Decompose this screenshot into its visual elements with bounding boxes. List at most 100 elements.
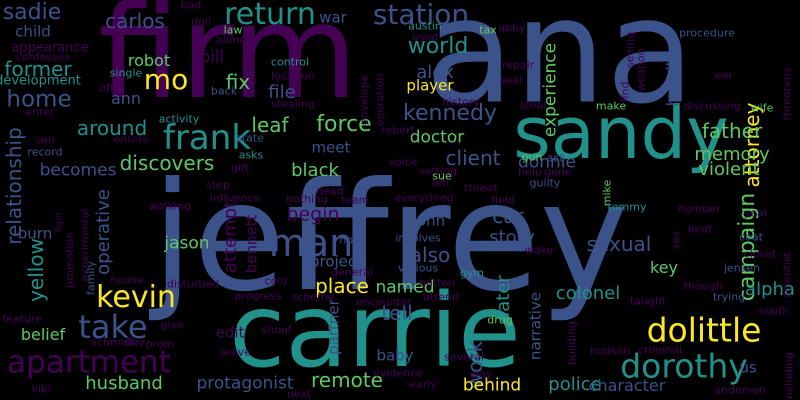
cloud-word-operation: operation	[373, 73, 387, 127]
cloud-word-firm: firm	[98, 0, 358, 128]
cloud-word-make: make	[595, 99, 627, 113]
cloud-word-apartment: apartment	[7, 344, 171, 381]
cloud-word-sue: sue	[432, 169, 452, 183]
cloud-word-home: home	[6, 86, 72, 113]
cloud-word-nothing: nothing	[286, 192, 328, 206]
cloud-word-threat: threat	[464, 181, 498, 195]
cloud-word-project: project	[309, 252, 363, 271]
cloud-word-single: single	[109, 66, 143, 80]
cloud-word-black: black	[291, 160, 339, 181]
cloud-word-leave: leave	[221, 345, 251, 359]
cloud-word-number: number	[677, 202, 721, 216]
cloud-word-ann: ann	[110, 89, 142, 108]
cloud-word-envelope: envelope	[357, 74, 371, 126]
cloud-word-confesses: confesses	[15, 50, 71, 64]
cloud-word-named: named	[375, 277, 435, 298]
cloud-word-wake: wake	[524, 243, 554, 257]
cloud-word-criminal: criminal	[637, 343, 683, 357]
cloud-word-taught: taught	[629, 294, 667, 308]
cloud-word-player: player	[406, 76, 454, 95]
cloud-word-stealing: stealing	[271, 97, 315, 111]
cloud-word-husband: husband	[85, 373, 163, 394]
cloud-word-police: police	[548, 374, 602, 395]
cloud-word-year: year	[743, 206, 769, 220]
cloud-word-world: world	[407, 34, 469, 59]
cloud-word-alpha: alpha	[745, 279, 795, 300]
cloud-word-robot: robot	[127, 51, 171, 70]
cloud-word-edit: edit	[215, 323, 245, 342]
cloud-word-drug: drug	[487, 313, 513, 327]
cloud-word-begin: begin	[286, 203, 340, 226]
cloud-word-doctor: doctor	[409, 127, 465, 148]
cloud-word-disturbed: disturbed	[166, 277, 220, 291]
cloud-word-experience: experience	[540, 42, 561, 138]
cloud-word-feature: feature	[2, 312, 42, 326]
cloud-word-protagonist: protagonist	[196, 373, 294, 394]
cloud-word-carrie: carrie	[229, 272, 521, 391]
cloud-word-development: development	[0, 73, 81, 89]
cloud-word-robert: robert	[381, 123, 415, 137]
cloud-word-team: team	[340, 193, 370, 207]
cloud-word-sexual: sexual	[586, 232, 652, 256]
cloud-word-return: return	[224, 0, 316, 32]
cloud-word-including: including	[782, 351, 796, 400]
cloud-word-kennedy: kennedy	[403, 101, 497, 126]
cloud-word-button: button	[418, 276, 456, 290]
cloud-word-building: building	[565, 320, 579, 366]
cloud-word-enters: enters	[113, 132, 149, 146]
cloud-word-record: record	[27, 145, 63, 159]
cloud-word-breaking: breaking	[475, 239, 525, 253]
cloud-word-cold: cold	[264, 274, 288, 288]
cloud-word-bennett: bennett	[242, 214, 261, 274]
cloud-word-control: control	[270, 55, 310, 69]
cloud-word-sandy: sandy	[513, 91, 729, 175]
cloud-word-day: day	[124, 335, 146, 349]
cloud-word-guilty: guilty	[529, 176, 561, 190]
cloud-word-doll: doll	[191, 15, 211, 29]
cloud-word-client: client	[445, 146, 501, 170]
cloud-word-help: help	[518, 165, 542, 179]
cloud-word-take: take	[78, 308, 148, 346]
cloud-word-general: general	[331, 265, 373, 279]
cloud-word-dead: dead	[316, 184, 344, 198]
cloud-word-though: though	[683, 279, 723, 293]
cloud-word-ana: ana	[425, 0, 695, 137]
cloud-word-seal: seal	[499, 73, 523, 87]
cloud-word-used: used	[411, 30, 439, 44]
cloud-word-location: location	[271, 69, 315, 83]
cloud-word-yellow: yellow	[24, 238, 48, 302]
cloud-word-kevin: kevin	[96, 280, 176, 315]
cloud-word-enter: enter	[25, 105, 55, 119]
cloud-word-tommy: tommy	[607, 200, 647, 214]
cloud-word-around: around	[76, 116, 148, 140]
cloud-word-force: force	[316, 112, 372, 137]
cloud-word-beat: beat	[687, 222, 713, 236]
cloud-word-anderson: anderson	[714, 383, 766, 397]
cloud-word-scheme: scheme	[291, 290, 335, 304]
cloud-word-gym: gym	[459, 266, 485, 280]
cloud-word-john: john	[412, 211, 446, 230]
cloud-word-gene: gene	[544, 165, 572, 179]
cloud-word-leaf: leaf	[251, 113, 289, 137]
cloud-word-gun: gun	[521, 150, 543, 164]
cloud-word-attempt: attempt	[220, 200, 241, 274]
cloud-word-belief: belief	[20, 325, 66, 344]
cloud-word-family: family	[84, 261, 98, 295]
cloud-word-colonel: colonel	[555, 283, 621, 304]
cloud-word-son: son	[35, 133, 55, 147]
cloud-word-place: place	[315, 274, 369, 298]
cloud-word-trying: trying	[712, 290, 746, 304]
cloud-word-law: law	[223, 23, 243, 37]
cloud-word-hamilton: hamilton	[663, 35, 682, 107]
cloud-word-everything: everything	[394, 191, 454, 205]
cloud-word-war: war	[319, 8, 347, 27]
cloud-word-jason: jason	[164, 233, 210, 254]
cloud-word-us: us	[739, 358, 757, 377]
cloud-word-steal: steal	[519, 98, 547, 112]
cloud-word-discovers: discovers	[119, 151, 215, 175]
cloud-word-fight: fight	[54, 211, 65, 233]
cloud-word-hour: hour	[339, 233, 365, 247]
cloud-word-promotion: promotion	[63, 231, 77, 289]
cloud-word-remote: remote	[311, 368, 383, 392]
